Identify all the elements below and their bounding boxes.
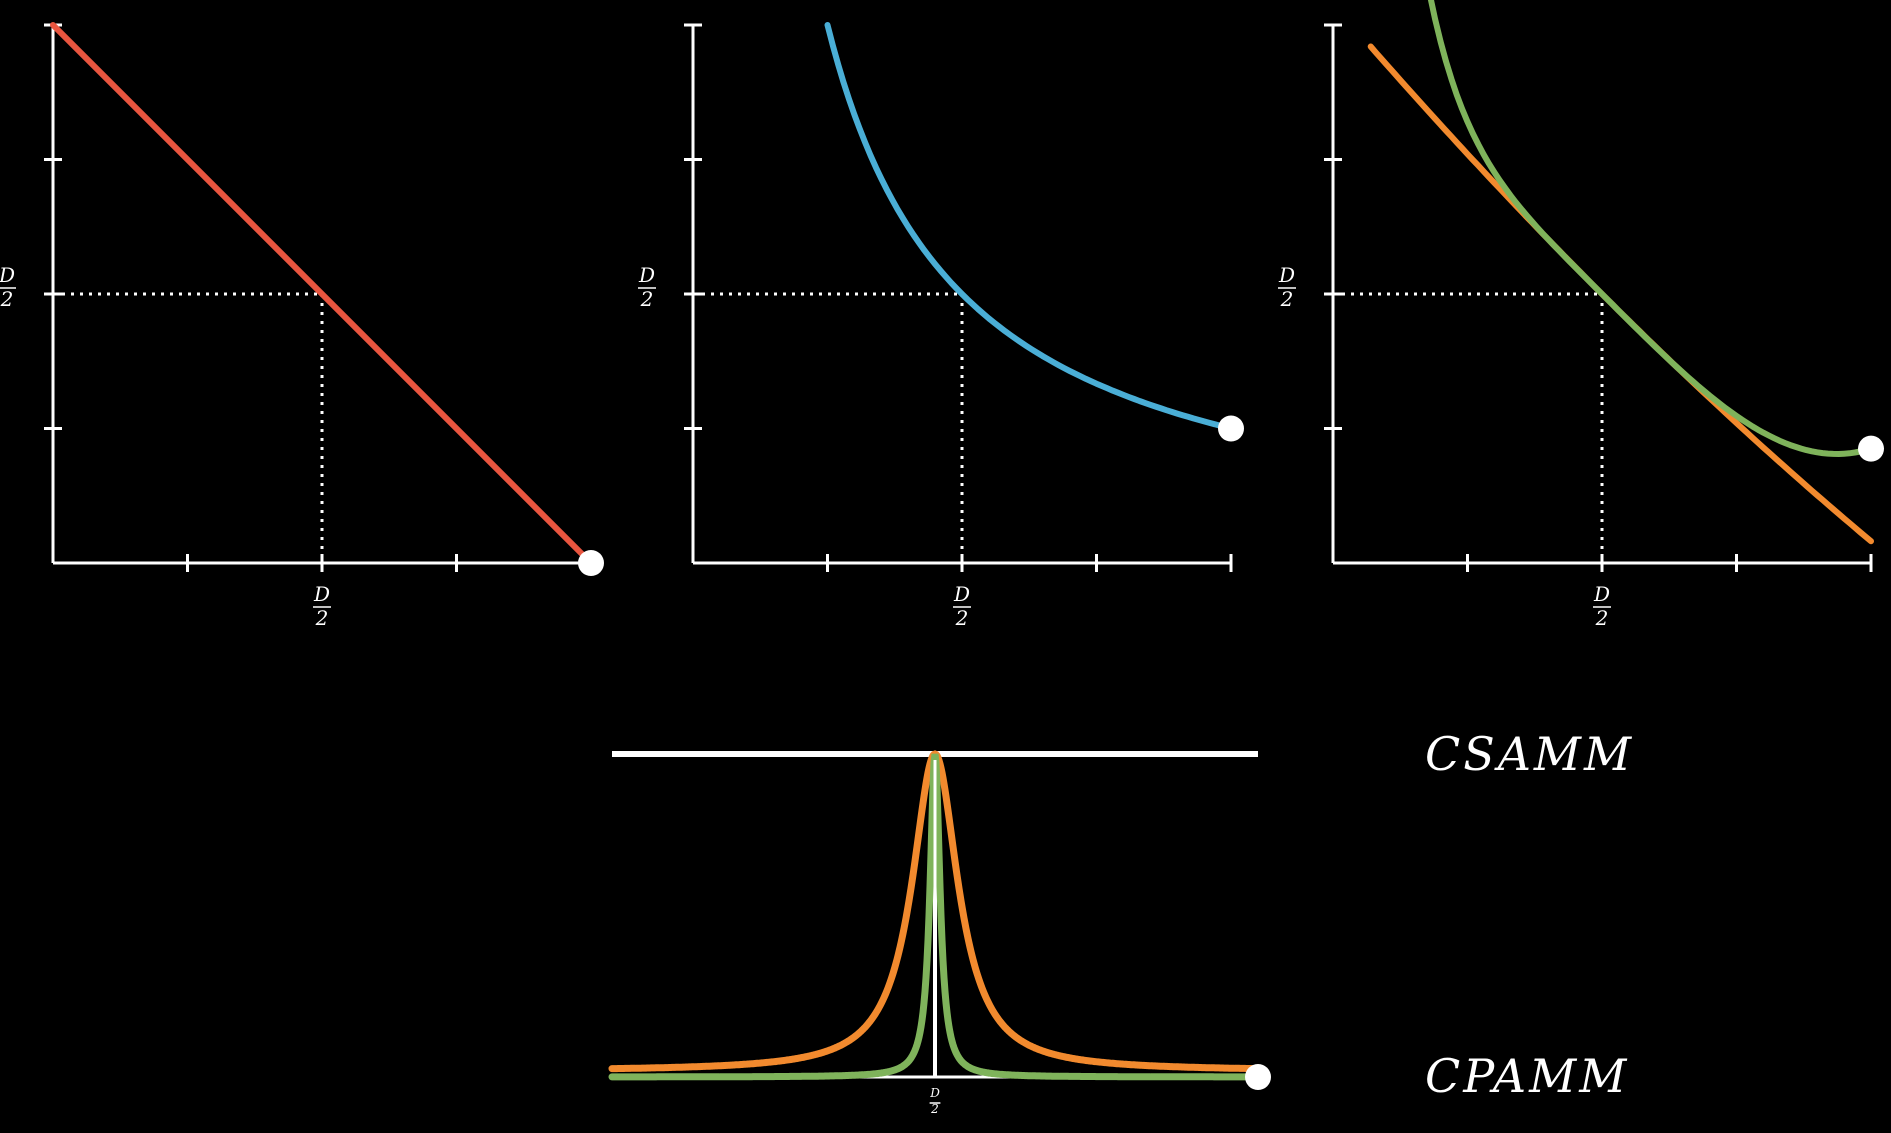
x-tick-label: D2 <box>953 582 971 630</box>
fraction-numerator: D <box>1278 263 1295 287</box>
fraction-numerator: D <box>1593 582 1610 606</box>
fraction-numerator: D <box>313 582 330 606</box>
y-tick-label: D2 <box>0 263 16 311</box>
blend_b-curve <box>1427 0 1874 457</box>
cpamm-label: CPAMM <box>1425 1049 1629 1103</box>
y-tick-label: D2 <box>638 263 656 311</box>
fraction-denominator: 2 <box>1595 606 1609 630</box>
fraction-denominator: 2 <box>0 287 13 311</box>
fraction-denominator: 2 <box>1280 287 1294 311</box>
price-impact-diagram: D2 <box>608 750 1271 1116</box>
fraction-numerator: D <box>638 263 655 287</box>
cpamm-curve <box>824 22 1234 432</box>
fraction-numerator: D <box>0 263 15 287</box>
x-tick-label: D2 <box>929 1086 941 1116</box>
endpoint-dot <box>1218 415 1244 442</box>
endpoint-dot <box>578 550 604 576</box>
fraction-denominator: 2 <box>640 287 654 311</box>
fraction-denominator: 2 <box>930 1102 939 1116</box>
fraction-denominator: 2 <box>955 606 969 630</box>
y-tick-label: D2 <box>1278 263 1296 311</box>
csamm-label: CSAMM <box>1425 727 1634 781</box>
x-tick-label: D2 <box>1593 582 1611 630</box>
fraction-denominator: 2 <box>315 606 329 630</box>
endpoint-dot <box>1245 1064 1271 1090</box>
x-tick-label: D2 <box>313 582 331 630</box>
fraction-numerator: D <box>929 1086 940 1100</box>
fraction-numerator: D <box>953 582 970 606</box>
csamm-curve <box>50 22 594 566</box>
narrow-peak-curve <box>608 753 1262 1081</box>
endpoint-dot <box>1858 435 1884 462</box>
